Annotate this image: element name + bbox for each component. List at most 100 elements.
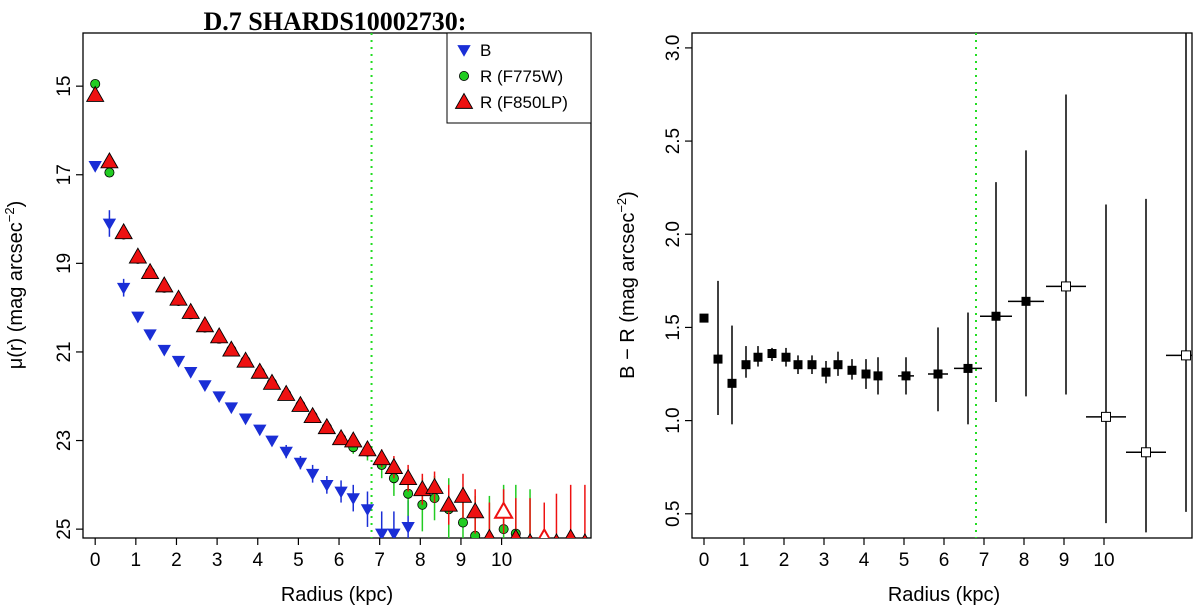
b-r-point [1181,350,1191,361]
left-x-tick-label: 1 [131,550,142,571]
b-r-point [821,367,831,377]
b-r-point [901,371,911,381]
r-f850lp-point [372,448,391,466]
b-r-point [991,311,1001,321]
r-f850lp-point [195,315,215,333]
r-f850lp-point [527,533,533,538]
r-f775w-point [104,167,115,178]
b-r-point [767,349,777,359]
left-x-tick-label: 3 [212,550,223,571]
r-f850lp-point [510,528,522,538]
b-point [102,218,117,231]
r-f850lp-point [465,502,485,519]
b-r-point [1061,281,1071,292]
b-point [238,413,253,426]
left-y-tick-label: 21 [54,341,75,362]
b-r-point [727,378,737,388]
right-x-tick-label: 4 [859,550,870,571]
right-y-axis-label: B − R (mag arcsec−2) [614,191,639,379]
b-point [387,528,401,538]
right-x-tick-label: 0 [699,550,710,571]
right-x-axis-label: Radius (kpc) [888,584,1000,606]
left-plot-frame [82,32,592,539]
legend: B R (F775W) R (F850LP) [446,32,592,124]
r-f850lp-point [331,428,351,446]
b-point [375,528,389,538]
color-profile-panel: 0 1 2 3 4 5 6 7 8 9 10 0.5 1.0 1.5 2.0 2.5 3.0 Radius (k… [614,32,1193,606]
left-y-tick-label: 19 [54,253,75,274]
b-point [360,504,375,517]
r-f850lp-point [565,528,577,538]
b-r-point [933,369,943,379]
b-point [320,479,334,492]
right-axis-ticks: 0 1 2 3 4 5 6 7 8 9 10 0.5 1.0 1.5 2.0 2.5 3.0 [663,35,1115,571]
b-point [253,424,267,437]
left-y-tick-label: 17 [54,164,75,185]
b-point [143,329,157,342]
left-data-markers [85,78,588,538]
r-f850lp-point [100,152,119,169]
right-x-tick-label: 6 [939,550,950,571]
right-x-tick-label: 10 [1093,550,1114,571]
r-f850lp-point [439,495,459,512]
r-f850lp-point [384,457,404,474]
b-r-point [793,360,803,370]
left-y-tick-label: 23 [54,430,75,451]
r-f850lp-point [582,533,588,538]
figure-title: D.7 SHARDS10002730: [204,7,467,36]
r-f850lp-point [303,406,322,424]
r-f850lp-point [128,247,148,264]
r-f850lp-point [398,468,418,486]
r-f850lp-point [493,500,514,519]
left-x-tick-label: 8 [415,550,426,571]
r-f850lp-point [140,262,160,280]
b-point [224,402,239,415]
b-r-point [847,365,857,375]
b-r-point [781,352,791,362]
r-f850lp-point [553,533,560,538]
left-x-tick-label: 6 [334,550,345,571]
series-b-r [699,33,1192,533]
right-x-tick-label: 9 [1059,550,1070,571]
b-r-point [699,313,709,323]
r-f775w-point [457,517,468,528]
left-y-tick-label: 15 [54,76,75,97]
right-plot-frame [691,32,1193,539]
r-f850lp-point [538,527,551,538]
b-point [346,493,360,505]
legend-marker-0 [457,45,471,57]
right-x-tick-label: 7 [979,550,990,571]
series-r-f850lp [85,85,588,538]
right-x-tick-label: 2 [779,550,790,571]
legend-label-1: R (F775W) [480,67,563,86]
b-point [88,160,102,173]
legend-marker-2 [454,92,474,109]
r-f850lp-point [169,289,188,306]
right-y-tick-label: 0.5 [663,501,684,527]
b-point [171,355,186,368]
legend-marker-1 [458,71,469,82]
b-r-point [963,363,973,373]
b-r-point [713,354,723,364]
r-f850lp-point [155,276,174,293]
b-point [334,486,348,499]
b-r-point [873,371,883,381]
b-r-point [1141,447,1151,458]
b-point [293,457,308,470]
b-r-point [807,360,817,370]
b-point [279,446,293,459]
r-f850lp-point [358,439,377,457]
r-f850lp-point [114,222,133,240]
right-data-markers [699,33,1192,533]
r-f850lp-point [291,395,310,412]
b-r-point [1021,296,1031,306]
b-point [305,468,320,481]
b-point [212,391,226,404]
r-f850lp-point [276,384,296,401]
b-r-point [753,352,763,362]
r-f850lp-point [250,362,270,379]
b-r-point [833,360,843,370]
